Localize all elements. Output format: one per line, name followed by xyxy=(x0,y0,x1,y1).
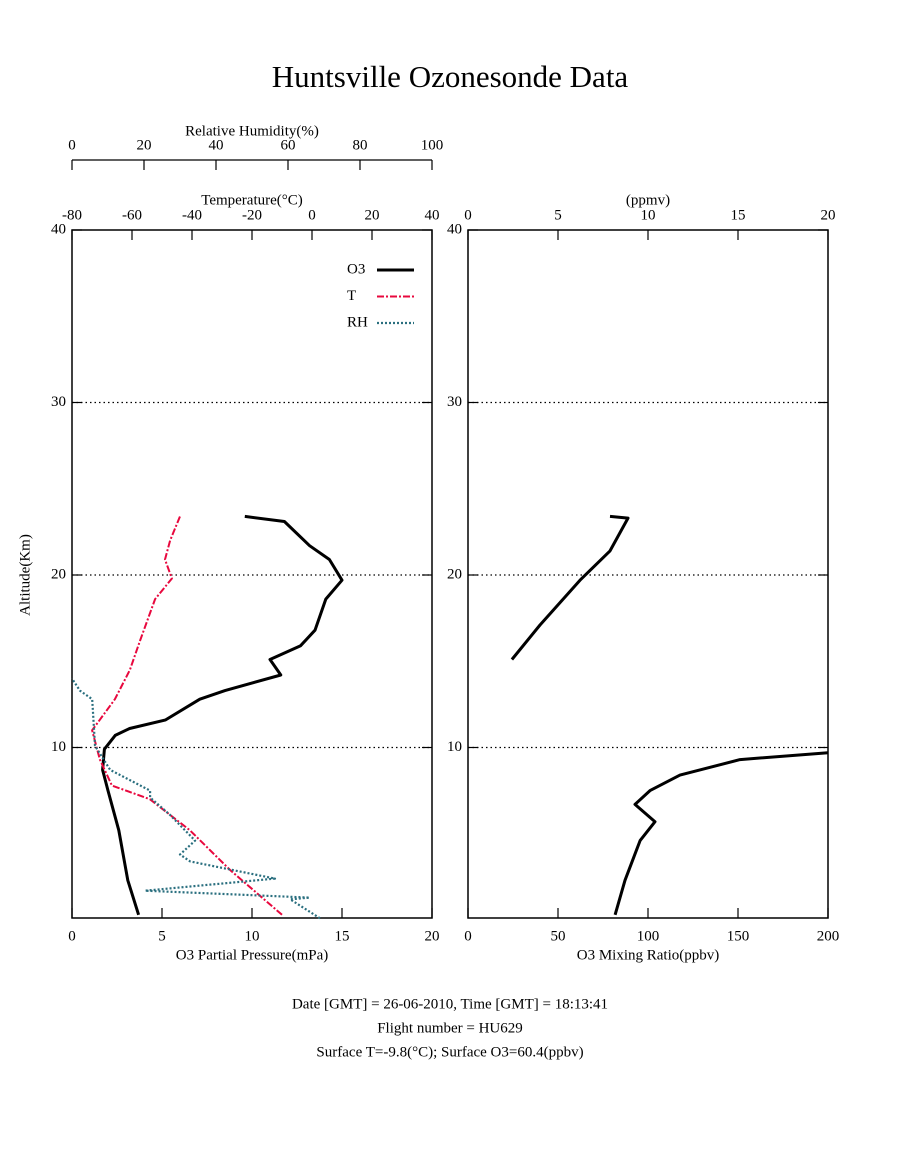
y-axis-label: Altitude(Km) xyxy=(17,534,33,616)
x3-tick-label: 100 xyxy=(421,137,444,153)
x3-tick-label: 0 xyxy=(68,137,76,153)
x2-tick-label: 20 xyxy=(365,207,380,223)
plot-frame xyxy=(71,229,433,919)
y-tick-label: 40 xyxy=(447,221,462,237)
x-tick-label: 200 xyxy=(817,928,840,944)
x2-tick-label: -40 xyxy=(182,207,202,223)
x2-tick-label: -20 xyxy=(242,207,262,223)
x2-tick-label: -80 xyxy=(62,207,82,223)
x2-tick-label: 10 xyxy=(641,207,656,223)
x-tick-label: 15 xyxy=(335,928,350,944)
legend-label: O3 xyxy=(347,261,365,277)
y-tick-label: 20 xyxy=(447,566,462,582)
x2-tick-label: 15 xyxy=(731,207,746,223)
x-tick-label: 20 xyxy=(425,928,440,944)
legend-label: T xyxy=(347,288,356,304)
x3-tick-label: 40 xyxy=(209,137,224,153)
chart-title: Huntsville Ozonesonde Data xyxy=(272,59,629,94)
x2-axis-label: (ppmv) xyxy=(626,192,670,208)
x-tick-label: 50 xyxy=(551,928,566,944)
x3-axis-label: Relative Humidity(%) xyxy=(185,123,319,139)
x3-tick-label: 80 xyxy=(353,137,368,153)
x-tick-label: 10 xyxy=(245,928,260,944)
x3-tick-label: 20 xyxy=(137,137,152,153)
profile-line xyxy=(510,514,829,916)
x-tick-label: 150 xyxy=(727,928,750,944)
profile-line xyxy=(71,677,321,920)
x2-tick-label: 0 xyxy=(464,207,472,223)
x2-tick-label: 20 xyxy=(821,207,836,223)
profile-line xyxy=(101,514,344,916)
y-tick-label: 30 xyxy=(447,394,462,410)
x2-tick-label: 5 xyxy=(554,207,562,223)
profile-line xyxy=(91,516,283,916)
footer-line: Flight number = HU629 xyxy=(377,1020,523,1036)
x2-axis-label: Temperature(°C) xyxy=(201,192,303,208)
x-axis-label: O3 Mixing Ratio(ppbv) xyxy=(577,947,720,963)
x-tick-label: 100 xyxy=(637,928,660,944)
x2-tick-label: 0 xyxy=(308,207,316,223)
y-tick-label: 40 xyxy=(51,221,66,237)
x-axis-label: O3 Partial Pressure(mPa) xyxy=(176,947,328,963)
x-tick-label: 0 xyxy=(464,928,472,944)
y-tick-label: 10 xyxy=(447,739,462,755)
footer-line: Date [GMT] = 26-06-2010, Time [GMT] = 18… xyxy=(292,996,608,1012)
y-tick-label: 20 xyxy=(51,566,66,582)
x-tick-label: 5 xyxy=(158,928,166,944)
footer-line: Surface T=-9.8(°C); Surface O3=60.4(ppbv… xyxy=(316,1044,583,1060)
x2-tick-label: -60 xyxy=(122,207,142,223)
legend-label: RH xyxy=(347,314,368,330)
x2-tick-label: 40 xyxy=(425,207,440,223)
y-tick-label: 30 xyxy=(51,394,66,410)
x-tick-label: 0 xyxy=(68,928,76,944)
x3-tick-label: 60 xyxy=(281,137,296,153)
y-tick-label: 10 xyxy=(51,739,66,755)
